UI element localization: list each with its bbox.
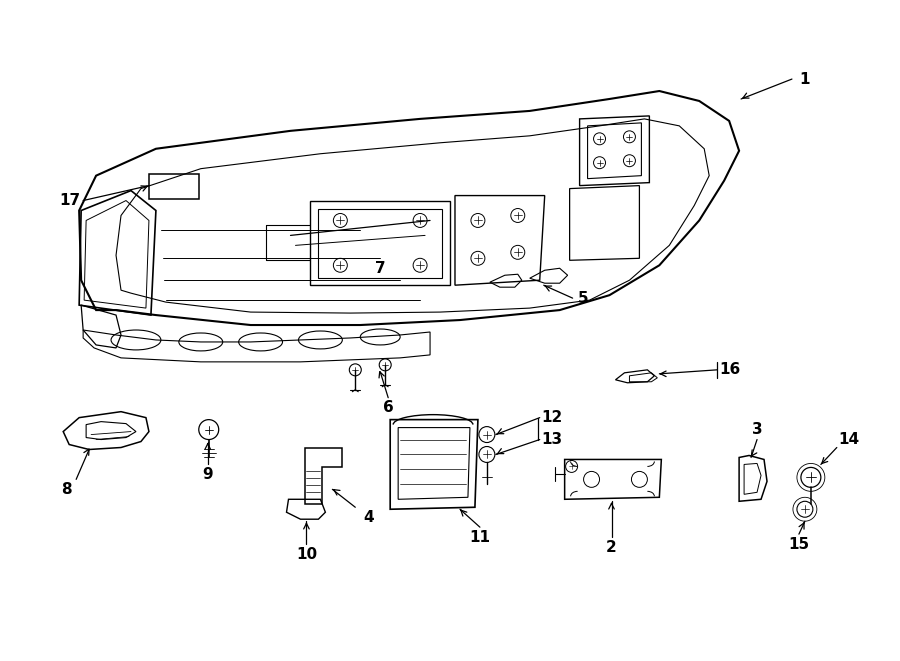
Text: 2: 2	[606, 539, 616, 555]
Text: 10: 10	[296, 547, 317, 562]
Text: 8: 8	[61, 482, 71, 497]
Text: 14: 14	[839, 432, 860, 447]
Text: 12: 12	[542, 410, 563, 425]
Text: 13: 13	[542, 432, 562, 447]
Text: 5: 5	[578, 291, 589, 305]
Text: 3: 3	[752, 422, 762, 437]
Text: 17: 17	[59, 193, 80, 208]
Text: 7: 7	[375, 260, 385, 276]
Text: 11: 11	[470, 529, 490, 545]
Text: 1: 1	[799, 71, 809, 87]
Text: 9: 9	[202, 467, 213, 482]
Text: 16: 16	[719, 362, 741, 377]
Text: 6: 6	[382, 400, 393, 415]
Text: 4: 4	[363, 510, 374, 525]
Text: 15: 15	[788, 537, 809, 551]
